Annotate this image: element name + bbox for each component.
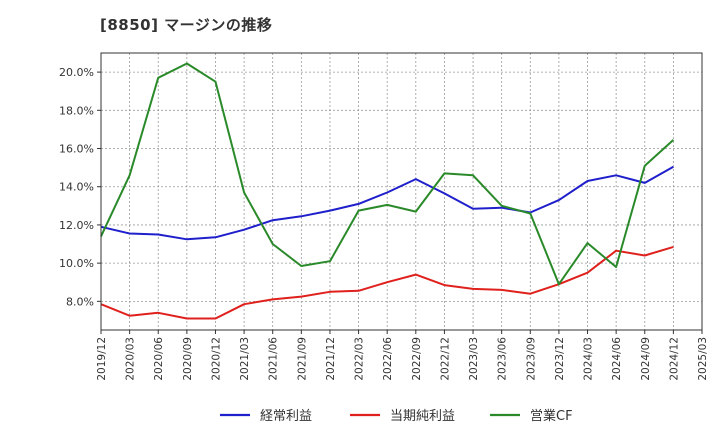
x-tick-label: 2023/12 <box>554 337 566 381</box>
x-tick-label: 2021/03 <box>239 337 251 381</box>
x-tick-label: 2020/12 <box>210 337 222 381</box>
legend-label: 当期純利益 <box>390 409 455 424</box>
series-line <box>100 165 674 241</box>
y-tick-label: 14.0% <box>59 181 94 194</box>
x-tick-label: 2025/03 <box>697 337 709 381</box>
x-tick-label: 2023/09 <box>525 337 537 381</box>
plot-area-frame <box>100 52 703 331</box>
x-tick-label: 2024/03 <box>583 337 595 381</box>
y-tick-label: 20.0% <box>59 66 94 79</box>
y-tick-label: 8.0% <box>66 295 94 308</box>
x-tick-label: 2024/12 <box>668 337 680 381</box>
x-tick-label: 2022/09 <box>411 337 423 381</box>
chart-title: [8850] マージンの推移 <box>100 16 273 34</box>
x-tick-label: 2020/09 <box>182 337 194 381</box>
y-tick-label: 18.0% <box>59 104 94 117</box>
x-tick-label: 2022/06 <box>382 337 394 381</box>
legend-label: 経常利益 <box>260 409 312 424</box>
x-tick-label: 2023/06 <box>497 337 509 381</box>
x-tick-label: 2022/12 <box>439 337 451 381</box>
x-tick-label: 2024/06 <box>611 337 623 381</box>
x-tick-label: 2020/03 <box>125 337 137 381</box>
legend-label: 営業CF <box>530 408 573 424</box>
x-tick-label: 2021/12 <box>325 337 337 381</box>
x-tick-label: 2024/09 <box>640 337 652 381</box>
x-tick-label: 2022/03 <box>354 337 366 381</box>
series-line <box>100 62 675 286</box>
series-line <box>100 245 674 320</box>
y-tick-label: 10.0% <box>59 257 94 270</box>
y-axis: 8.0% 10.0% 12.0% 14.0% 16.0% 18.0% 20.0% <box>59 66 101 308</box>
x-tick-label: 2019/12 <box>96 337 108 381</box>
x-axis: 2019/12 2020/03 2020/06 2020/09 2020/12 2021/… <box>96 330 709 381</box>
x-tick-label: 2021/09 <box>296 337 308 381</box>
y-tick-label: 12.0% <box>59 219 94 232</box>
x-tick-label: 2020/06 <box>153 337 165 381</box>
y-tick-label: 16.0% <box>59 143 94 156</box>
grid-layer <box>100 53 703 330</box>
x-tick-label: 2023/03 <box>468 337 480 381</box>
legend: 経常利益 当期純利益 営業CF <box>220 408 573 424</box>
series-layer <box>100 62 675 320</box>
x-tick-label: 2021/06 <box>268 337 280 381</box>
